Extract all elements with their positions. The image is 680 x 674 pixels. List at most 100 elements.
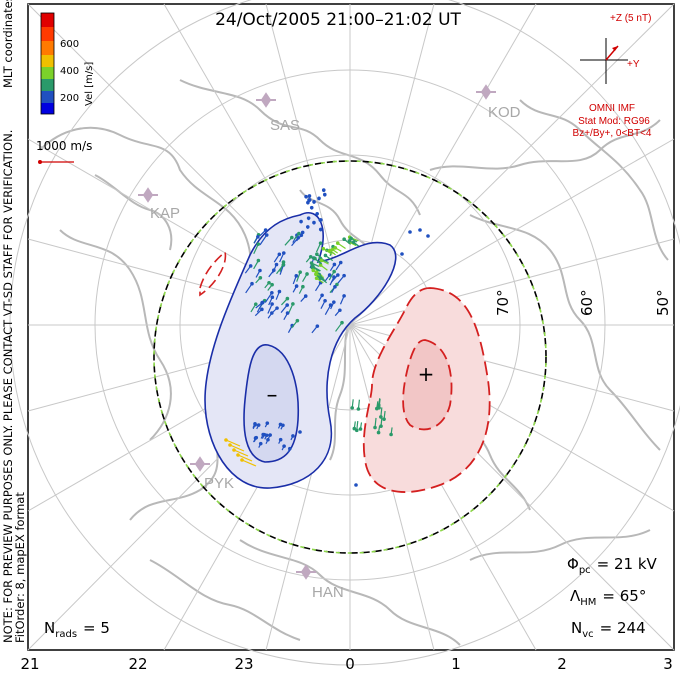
negative-cell-inner-contour	[243, 344, 300, 463]
mlt-label-23: 23	[234, 655, 253, 673]
lambda-hm-sub: HM	[580, 597, 596, 608]
imf-y-label: +Y	[627, 59, 640, 70]
velocity-vector-origin	[232, 448, 236, 452]
velocity-vector-origin	[318, 263, 323, 267]
velocity-vector-origin	[256, 423, 261, 427]
imf-condition: Bz+/By+, 0<BT<4	[573, 128, 652, 139]
velocity-vector-origin	[270, 290, 274, 295]
velocity-vector-origin	[336, 273, 340, 277]
colorbar-tick-400: 400	[60, 66, 79, 77]
fit-statistics: Φpc = 21 kV ΛHM = 65° Nvc = 244 Nrads = 5	[44, 555, 658, 640]
velocity-vector-origin	[270, 295, 275, 299]
velocity-vector-origin	[321, 188, 326, 192]
velocity-vector-origin	[285, 296, 290, 301]
velocity-vector-origin	[319, 218, 323, 222]
velocity-vector-origin	[373, 425, 377, 430]
velocity-vector-origin	[240, 458, 244, 462]
mlt-grid	[9, 0, 680, 666]
imf-model: Stat Mod: RG96	[578, 116, 650, 127]
velocity-vector-origin	[298, 270, 302, 274]
velocity-vector-origin	[307, 198, 311, 202]
velocity-vector-origin	[313, 256, 317, 261]
velocity-vector-origin	[312, 200, 316, 204]
velocity-vector-origin	[253, 436, 258, 440]
velocity-vector-origin	[323, 298, 327, 303]
imf-z-label: +Z (5 nT)	[610, 13, 651, 24]
station-label-sas: SAS	[270, 117, 300, 134]
velocity-vector-origin	[312, 220, 316, 225]
velocity-vector-origin	[356, 407, 361, 411]
phi-pc-value: = 21 kV	[597, 555, 658, 573]
velocity-vector-origin	[354, 428, 359, 433]
colorbar-tick-600: 600	[60, 39, 79, 50]
velocity-vector-origin	[327, 273, 332, 277]
phi-pc-symbol: Φ	[567, 555, 579, 573]
velocity-vector-origin	[327, 248, 332, 253]
velocity-vector-origin	[328, 303, 333, 307]
velocity-vector-origin	[263, 228, 268, 232]
velocity-vector-origin	[278, 437, 283, 442]
velocity-vector-origin	[308, 254, 313, 259]
velocity-vector-origin	[295, 318, 300, 323]
colorbar-tick-200: 200	[60, 93, 79, 104]
velocity-vector-origin	[358, 427, 363, 431]
velocity-vector-origin	[332, 262, 337, 267]
latitude-label-50: 50°	[654, 289, 672, 316]
velocity-vector-origin	[333, 246, 338, 250]
velocity-vector-origin	[389, 432, 393, 437]
velocity-vector-origin	[277, 252, 282, 257]
velocity-vector-origin	[321, 246, 326, 251]
velocity-vector-origin	[330, 247, 335, 252]
velocity-vector-origin	[282, 444, 286, 448]
velocity-vector-origin	[256, 242, 261, 246]
station-label-kod: KOD	[488, 104, 521, 121]
velocity-vector-origin	[270, 311, 274, 315]
velocity-vector-origin	[267, 280, 271, 285]
velocity-vector-origin	[342, 237, 346, 242]
velocity-vector-origin	[285, 303, 289, 307]
velocity-vector-origin	[291, 302, 295, 306]
velocity-vector	[256, 302, 264, 313]
velocity-vector	[324, 304, 332, 315]
velocity-vector-origin	[350, 406, 355, 410]
velocity-vector-origin	[332, 300, 336, 304]
velocity-vector-origin	[382, 417, 386, 421]
fit-order-note: FitOrder: 8, mapEX format	[13, 492, 27, 643]
velocity-vector-origin	[278, 422, 283, 427]
nrads-symbol: N	[44, 619, 55, 637]
velocity-vector-origin	[277, 289, 282, 294]
velocity-vector-origin	[256, 258, 261, 263]
velocity-vector-origin	[318, 276, 323, 281]
velocity-vector-origin	[305, 272, 309, 276]
station-label-pyk: PYK	[204, 475, 234, 492]
imf-dial: +Z (5 nT) +Y OMNI IMF Stat Mod: RG96 Bz+…	[573, 13, 652, 139]
latitude-label-60: 60°	[578, 289, 596, 316]
velocity-vector-origin	[264, 233, 269, 237]
mlt-label-0: 0	[345, 655, 355, 673]
velocity-vector-origin	[294, 274, 299, 278]
scale-vector-label: 1000 m/s	[36, 139, 92, 153]
nrads-sub: rads	[55, 629, 77, 640]
mlt-label-3: 3	[663, 655, 673, 673]
velocity-vector-origin	[274, 262, 279, 267]
velocity-vector-origin	[294, 284, 299, 288]
velocity-vector-origin	[300, 230, 305, 235]
station-label-han: HAN	[312, 584, 344, 601]
map-title: 24/Oct/2005 21:00–21:02 UT	[215, 10, 461, 30]
mlt-axis: 21 22 23 0 1 2 3	[20, 655, 672, 673]
velocity-vector	[259, 234, 268, 246]
velocity-vector	[237, 454, 253, 462]
velocity-vector-origin	[306, 216, 311, 220]
velocity-vector	[225, 439, 241, 447]
velocity-vector-origin	[290, 235, 294, 240]
velocity-vector-origin	[309, 205, 314, 210]
velocity-vector-origin	[311, 264, 315, 269]
velocity-vector-origin	[315, 211, 319, 216]
velocity-vector-origin	[299, 219, 303, 224]
velocity-vector-origin	[291, 434, 295, 438]
preview-note: NOTE: FOR PREVIEW PURPOSES ONLY. PLEASE …	[1, 130, 15, 643]
velocity-vector-origin	[400, 252, 404, 256]
velocity-vector-origin	[332, 269, 336, 274]
velocity-vector-origin	[288, 446, 292, 451]
